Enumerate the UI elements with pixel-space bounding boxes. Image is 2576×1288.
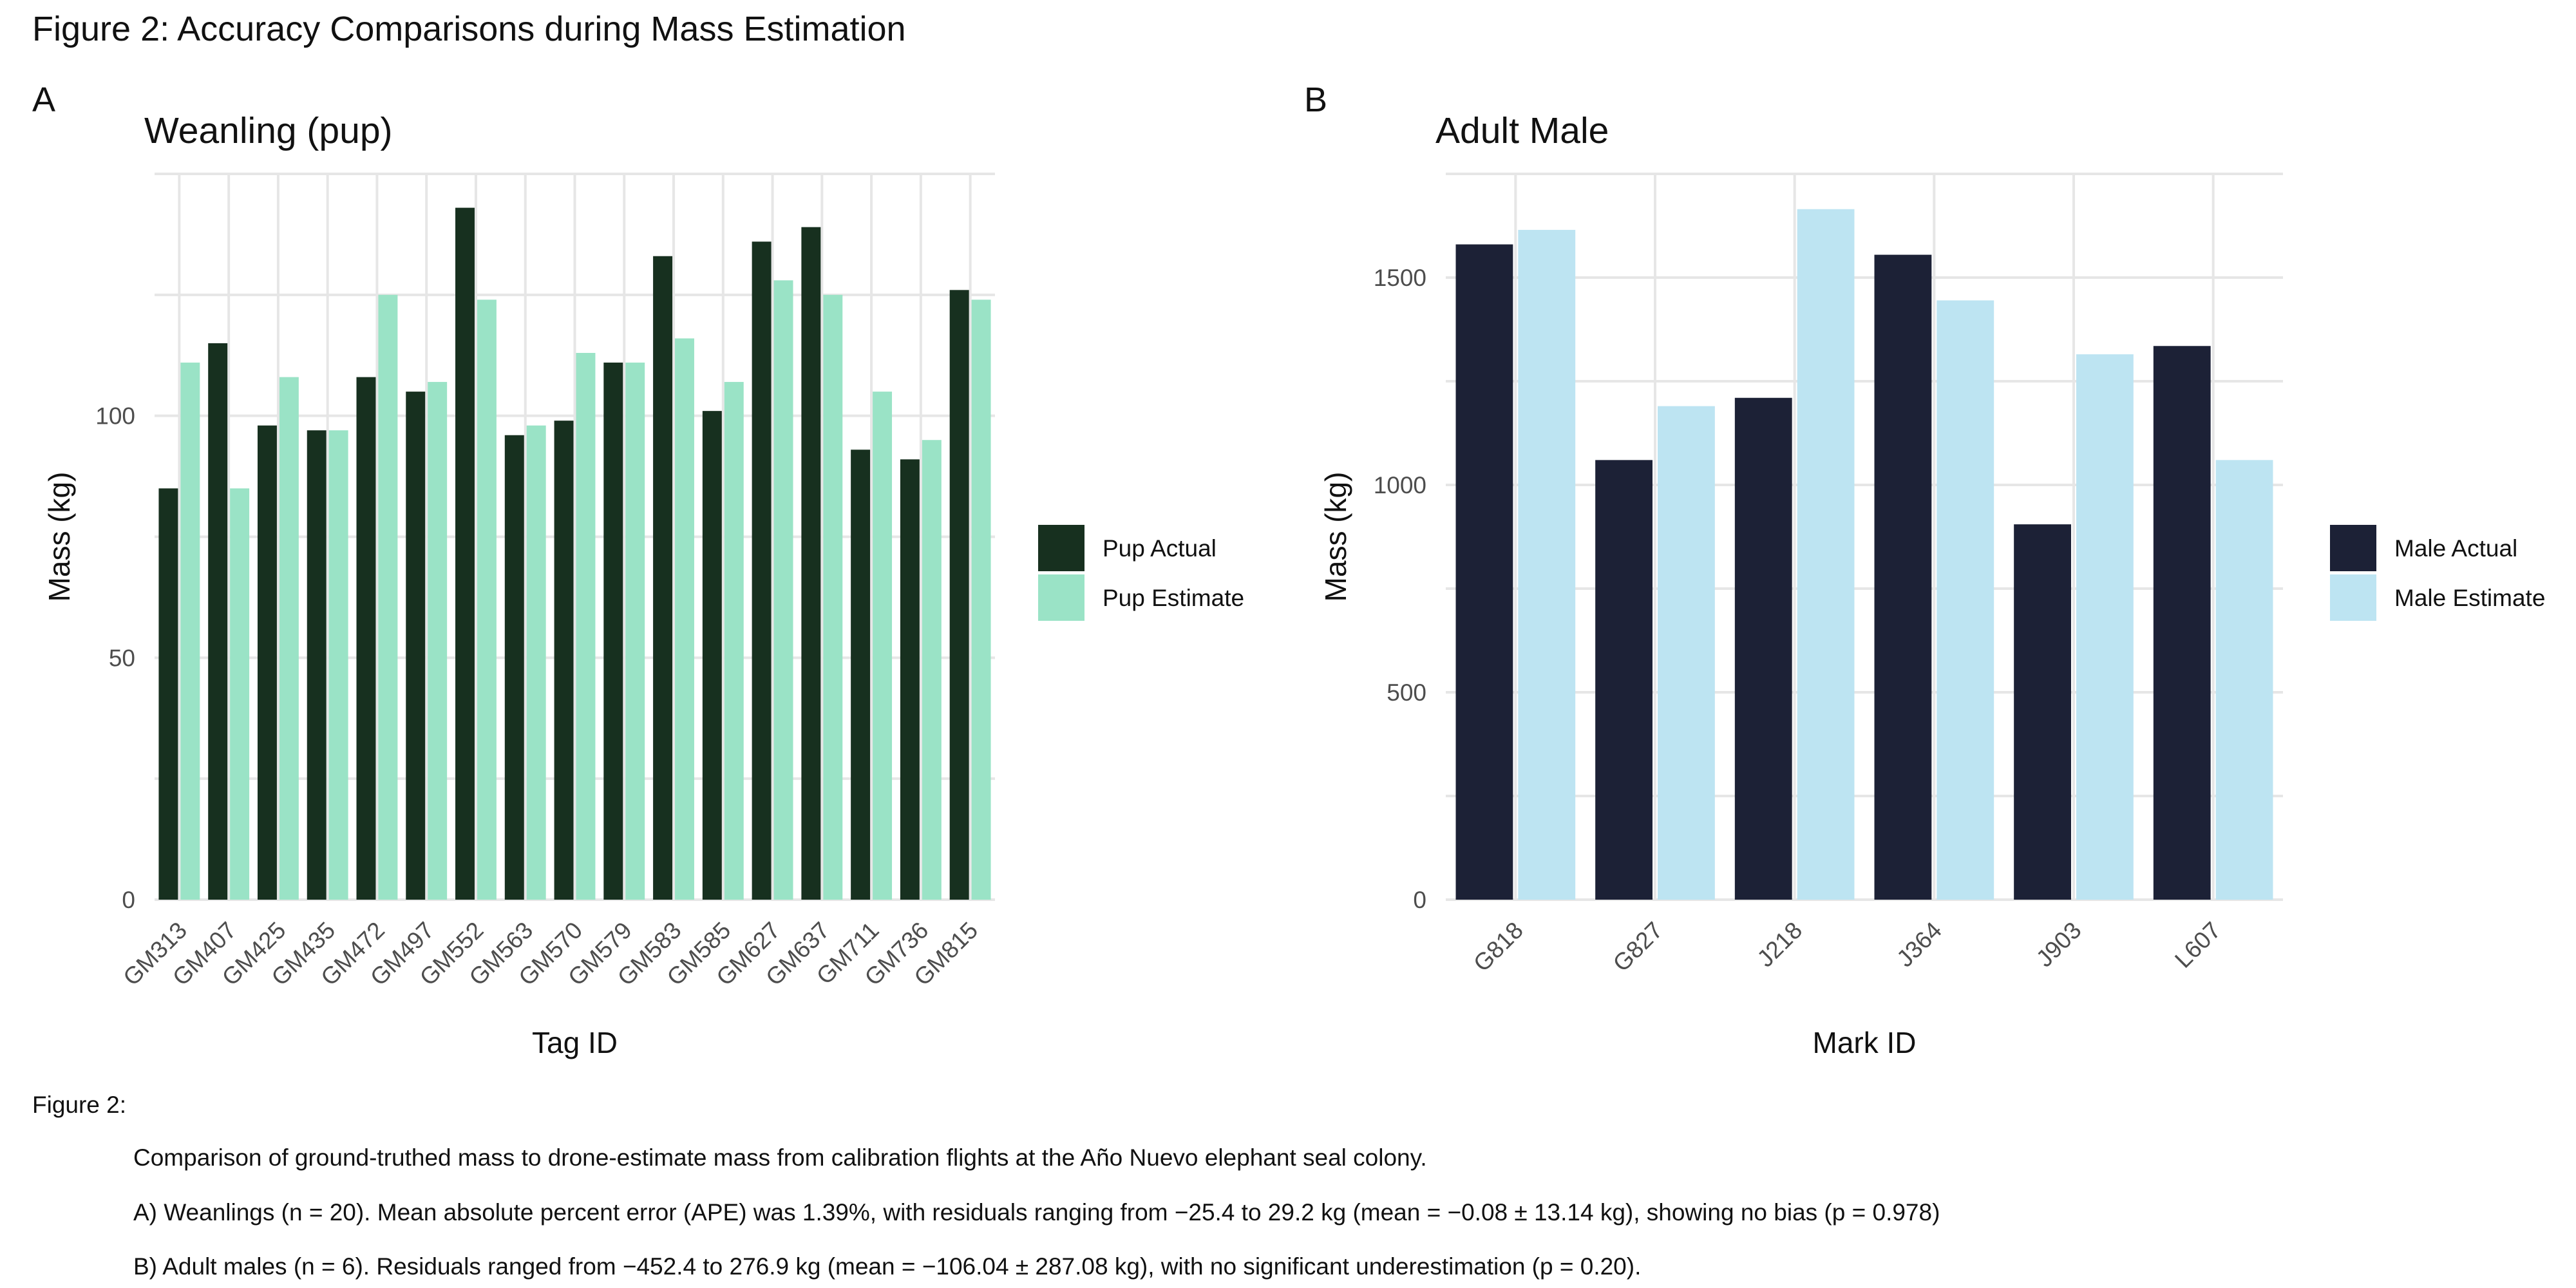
bar-pup-estimate-gm579	[625, 363, 645, 900]
caption-line-3: B) Adult males (n = 6). Residuals ranged…	[133, 1253, 1642, 1280]
y-tick-label: 1500	[1374, 265, 1426, 291]
bar-pup-estimate-gm570	[576, 352, 596, 900]
bar-pup-actual-gm407	[208, 343, 228, 900]
bar-pup-actual-gm552	[455, 207, 475, 900]
bar-pup-actual-gm570	[554, 421, 574, 900]
bar-pup-estimate-gm407	[230, 488, 250, 900]
chart-title: Adult Male	[1435, 110, 1609, 151]
x-tick-label: G818	[1468, 917, 1528, 977]
legend-label: Pup Estimate	[1103, 585, 1244, 611]
bar-male-actual-j903	[2014, 524, 2071, 900]
y-tick-label: 1000	[1374, 472, 1426, 498]
bar-pup-estimate-gm435	[328, 430, 348, 900]
chart-panel-a: 050100GM313GM407GM425GM435GM472GM497GM55…	[43, 110, 1244, 1059]
figure-charts: 050100GM313GM407GM425GM435GM472GM497GM55…	[43, 110, 2545, 1059]
bar-pup-estimate-gm563	[526, 425, 546, 900]
legend-swatch-pup-actual	[1038, 525, 1084, 571]
bar-pup-estimate-gm585	[724, 382, 744, 900]
legend-label: Male Actual	[2394, 535, 2517, 562]
y-tick-label: 50	[109, 645, 135, 671]
x-tick-label: L607	[2170, 917, 2226, 973]
bar-pup-estimate-gm497	[428, 382, 448, 900]
legend-swatch-male-actual	[2330, 525, 2376, 571]
y-tick-label: 100	[95, 403, 135, 430]
y-tick-label: 500	[1387, 679, 1426, 706]
bar-male-actual-g827	[1595, 460, 1653, 900]
bar-pup-actual-gm579	[603, 363, 623, 900]
x-tick-label: G827	[1608, 917, 1668, 977]
bar-pup-actual-gm472	[356, 377, 376, 900]
bar-pup-actual-gm435	[307, 430, 327, 900]
y-axis-title: Mass (kg)	[43, 472, 76, 602]
bar-male-estimate-g818	[1518, 229, 1576, 900]
y-tick-label: 0	[1413, 887, 1426, 913]
bar-pup-estimate-gm552	[477, 299, 497, 900]
caption-line-1: Comparison of ground-truthed mass to dro…	[133, 1144, 1427, 1171]
chart-panel-b: 0 500 1000 1500 G818 G827 J218 J364 J903 L607 Adul…	[1319, 110, 2545, 1059]
bar-pup-estimate-gm637	[823, 294, 843, 900]
bar-pup-actual-gm313	[158, 488, 178, 900]
bar-pup-actual-gm736	[900, 459, 920, 900]
bar-male-estimate-j364	[1937, 300, 1994, 900]
bar-pup-actual-gm711	[851, 450, 871, 900]
bar-pup-estimate-gm583	[675, 338, 694, 900]
bar-pup-actual-gm585	[702, 411, 722, 900]
bar-pup-estimate-gm313	[180, 363, 200, 900]
bar-pup-actual-gm627	[752, 242, 772, 900]
bar-pup-estimate-gm711	[873, 392, 893, 900]
bar-male-actual-j364	[1874, 254, 1932, 900]
caption-line-2: A) Weanlings (n = 20). Mean absolute per…	[133, 1199, 1940, 1226]
bar-pup-estimate-gm627	[773, 280, 793, 900]
bar-pup-estimate-gm736	[922, 440, 942, 900]
bar-pup-actual-gm497	[406, 392, 426, 900]
caption-label: Figure 2:	[32, 1092, 127, 1118]
y-axis-title: Mass (kg)	[1319, 472, 1352, 602]
figure-title: Figure 2: Accuracy Comparisons during Ma…	[32, 10, 906, 48]
bar-male-estimate-l607	[2215, 460, 2273, 900]
legend-label: Male Estimate	[2394, 585, 2545, 611]
bar-pup-actual-gm583	[653, 256, 673, 900]
x-axis-title: Mark ID	[1813, 1026, 1917, 1059]
bar-pup-actual-gm425	[257, 425, 277, 900]
panel-label-b: B	[1304, 80, 1328, 119]
bar-pup-actual-gm563	[504, 435, 524, 900]
bar-male-actual-j218	[1734, 397, 1792, 900]
bar-male-estimate-g827	[1658, 406, 1715, 900]
bar-male-estimate-j903	[2076, 354, 2134, 900]
legend-swatch-pup-estimate	[1038, 574, 1084, 621]
bar-pup-estimate-gm815	[971, 299, 991, 900]
x-tick-label: J364	[1891, 917, 1947, 972]
x-tick-label: J218	[1752, 917, 1808, 972]
bar-male-estimate-j218	[1797, 209, 1855, 900]
x-tick-label: J903	[2031, 917, 2087, 972]
legend-swatch-male-estimate	[2330, 574, 2376, 621]
bar-pup-actual-gm815	[949, 290, 969, 900]
x-axis-title: Tag ID	[532, 1026, 618, 1059]
y-tick-label: 0	[122, 887, 135, 913]
bar-pup-estimate-gm472	[378, 294, 398, 900]
panel-label-a: A	[32, 80, 56, 119]
bar-pup-estimate-gm425	[279, 377, 299, 900]
bar-male-actual-l607	[2153, 346, 2211, 900]
legend-label: Pup Actual	[1103, 535, 1217, 562]
chart-title: Weanling (pup)	[144, 110, 393, 151]
bar-male-actual-g818	[1455, 244, 1513, 900]
bar-pup-actual-gm637	[801, 227, 821, 900]
